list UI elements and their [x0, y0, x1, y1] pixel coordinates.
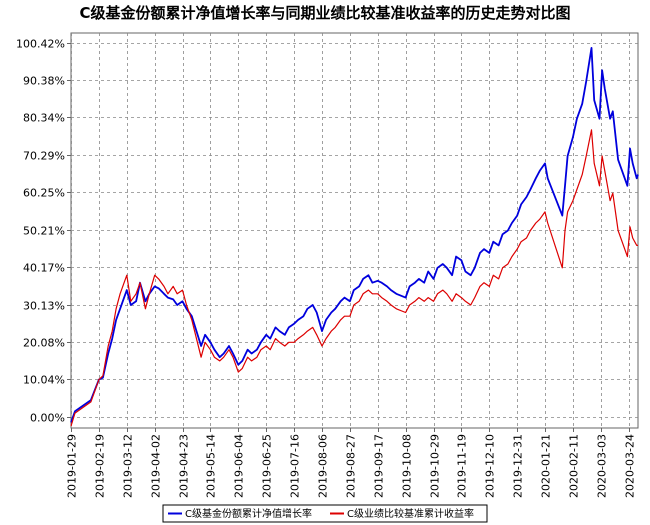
y-tick-label: 90.38%: [23, 75, 65, 88]
x-tick-label: 2019-12-10: [484, 434, 497, 498]
series-line-fund: [70, 47, 639, 423]
x-tick-label: 2019-02-19: [94, 434, 107, 498]
x-tick-label: 2019-05-14: [205, 434, 218, 498]
y-axis: 0.00% 10.04% 20.08% 30.13% 40.17% 50.21% 60.25…: [16, 38, 71, 425]
x-tick-label: 2020-01-21: [540, 434, 553, 498]
x-tick-label: 2019-06-04: [233, 434, 246, 498]
y-tick-label: 0.00%: [30, 412, 65, 425]
x-tick-label: 2019-07-16: [289, 434, 302, 498]
x-tick-label: 2019-09-17: [373, 434, 386, 498]
y-tick-label: 20.08%: [23, 337, 65, 350]
x-tick-label: 2019-08-06: [317, 434, 330, 498]
x-tick-label: 2019-12-31: [512, 434, 525, 498]
y-tick-label: 30.13%: [23, 300, 65, 313]
x-axis: 2019-01-29 2019-02-19 2019-03-12 2019-04-02…: [66, 428, 637, 498]
x-tick-label: 2019-04-23: [178, 434, 191, 498]
x-tick-label: 2020-03-03: [596, 434, 609, 498]
series-lines: [70, 47, 639, 427]
x-tick-label: 2019-06-25: [261, 434, 274, 498]
x-tick-label: 2019-10-08: [401, 434, 414, 498]
legend-box: [162, 504, 488, 523]
legend-label-benchmark: C级业绩比较基准累计收益率: [347, 507, 474, 520]
x-tick-label: 2019-01-29: [66, 434, 79, 498]
x-tick-label: 2019-08-27: [345, 434, 358, 498]
x-tick-label: 2020-03-24: [624, 434, 637, 498]
x-tick-label: 2019-03-12: [122, 434, 135, 498]
x-tick-label: 2020-02-11: [568, 434, 581, 498]
gridlines: [71, 33, 638, 428]
legend: C级基金份额累计净值增长率 C级业绩比较基准累计收益率: [162, 504, 488, 523]
y-tick-label: 80.34%: [23, 112, 65, 125]
x-tick-label: 2019-11-19: [456, 434, 469, 498]
y-tick-label: 70.29%: [23, 150, 65, 163]
y-tick-label: 10.04%: [23, 374, 65, 387]
series-line-benchmark: [70, 129, 638, 427]
x-tick-label: 2019-10-29: [429, 434, 442, 498]
y-tick-label: 100.42%: [16, 38, 65, 51]
y-tick-label: 60.25%: [23, 187, 65, 200]
y-tick-label: 40.17%: [23, 262, 65, 275]
chart-title: C级基金份额累计净值增长率与同期业绩比较基准收益率的历史走势对比图: [79, 4, 570, 22]
x-tick-label: 2019-04-02: [150, 434, 163, 498]
legend-label-fund: C级基金份额累计净值增长率: [185, 507, 312, 520]
y-tick-label: 50.21%: [23, 225, 65, 238]
